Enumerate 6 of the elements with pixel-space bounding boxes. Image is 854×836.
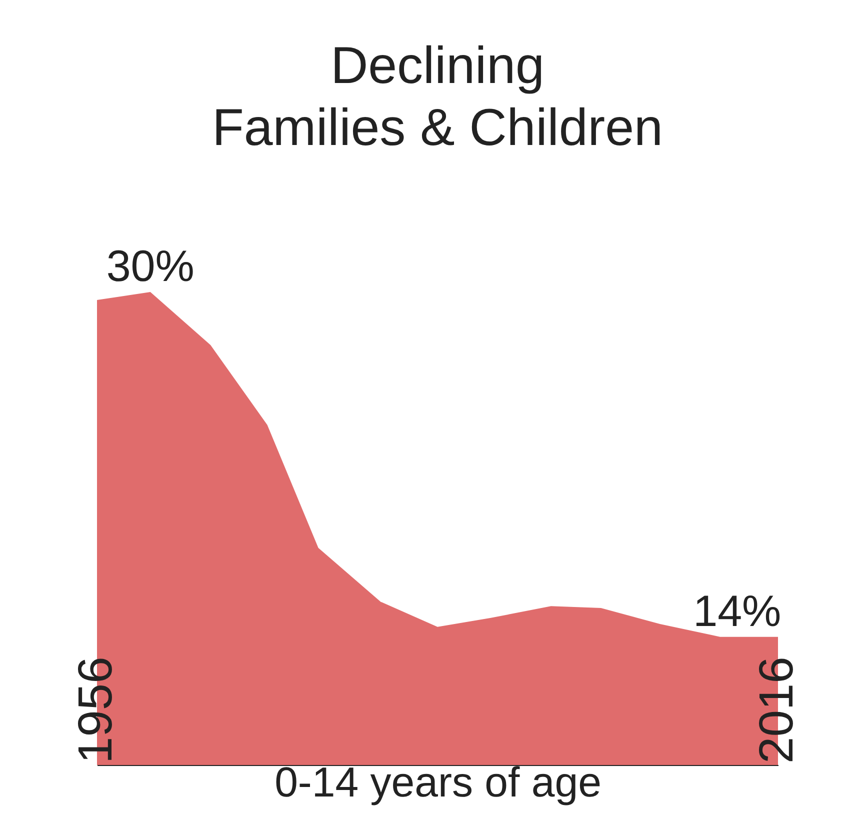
x-tick-label: 1956 bbox=[70, 656, 122, 764]
x-axis-title: 0-14 years of age bbox=[274, 758, 602, 806]
annotation: 14% bbox=[693, 586, 782, 636]
annotation: 30% bbox=[106, 242, 194, 291]
chart-title: Declining Families & Children bbox=[212, 37, 663, 157]
x-tick-label: 2016 bbox=[750, 656, 804, 764]
